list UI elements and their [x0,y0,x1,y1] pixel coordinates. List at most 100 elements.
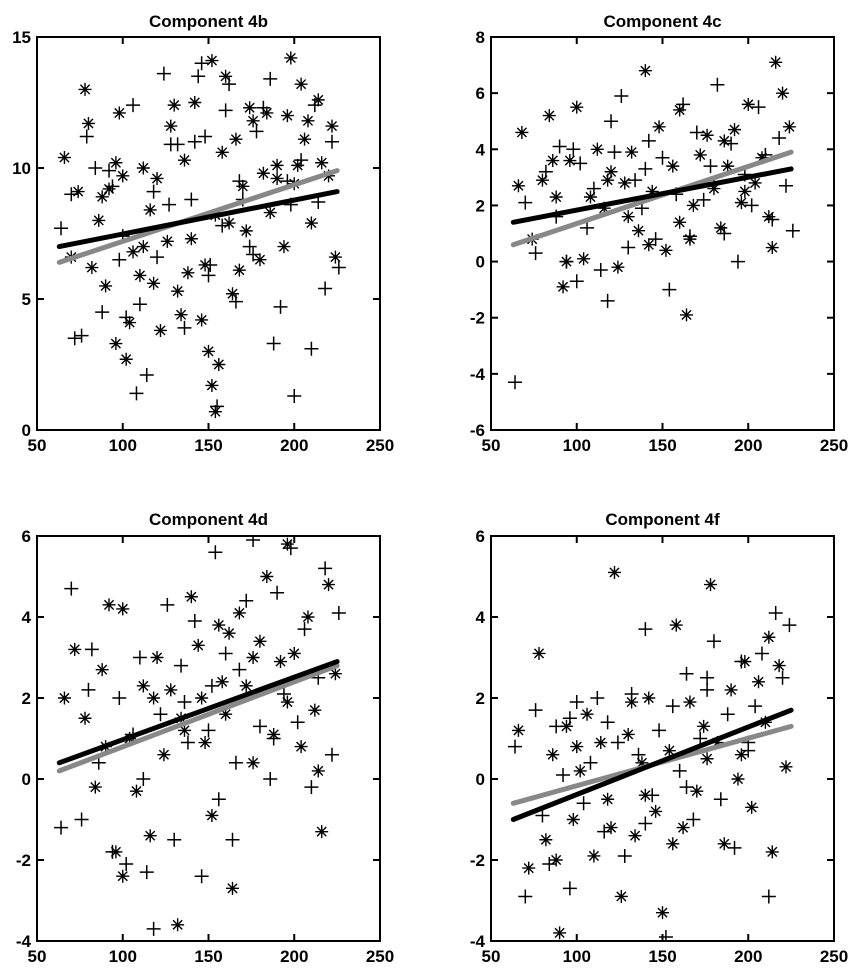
plus-point [211,792,226,807]
plus-point [263,71,278,86]
plus-point [187,134,202,149]
plus-point [263,772,278,786]
plus-point [64,187,79,202]
star-point [202,344,215,358]
star-point [191,638,205,652]
plus-point [119,857,134,872]
plus-point [686,812,701,827]
plus-point [778,178,793,193]
star-point [546,748,560,762]
star-point [686,198,700,212]
panel-title: Component 4b [149,12,268,31]
star-point [147,276,161,290]
plus-point [569,274,584,289]
plus-point [84,642,99,657]
star-point [253,253,267,267]
star-point [136,679,150,693]
star-point [522,861,536,875]
plus-point [679,666,694,681]
star-point [304,216,318,230]
star-point [215,675,229,689]
star-point [184,232,198,246]
plus-point [748,699,763,714]
star-point [311,764,325,778]
x-tick-label: 50 [28,947,47,966]
star-point [580,707,594,721]
star-point [322,578,336,592]
star-point [618,176,632,190]
star-point [553,926,567,940]
star-point [621,727,635,741]
plus-point [210,399,225,414]
star-point [68,642,82,656]
plus-point [569,695,584,710]
star-point [174,308,188,322]
star-point [256,166,270,180]
plus-point [318,561,333,576]
star-point [226,287,240,301]
star-point [143,829,157,843]
star-point [150,171,164,185]
plus-point [720,707,735,722]
plot-area [54,51,346,419]
star-point [549,853,563,867]
star-point [700,752,714,766]
y-tick-label: 4 [476,608,486,627]
plus-point [132,297,147,312]
y-tick-label: 8 [476,28,485,47]
plus-point [785,223,800,238]
x-tick-label: 50 [482,947,501,966]
plus-point [676,97,691,112]
star-point [728,123,742,137]
x-tick-label: 200 [734,436,762,455]
plus-point [112,691,127,705]
plus-point [266,336,281,351]
star-point [673,103,687,117]
plus-point [730,254,745,269]
plus-point [604,114,619,129]
star-point [583,190,597,204]
star-point [546,154,560,168]
plus-point [754,646,769,661]
plus-point [703,159,718,174]
star-point [181,266,195,280]
star-point [700,128,714,142]
panel-1: Component 4b 50 100 150 200 250 0 5 10 15 [12,12,394,455]
star-point [164,683,178,697]
star-point [772,659,786,673]
x-tick-label: 50 [482,436,501,455]
plus-point [112,252,127,267]
plus-point [331,260,346,275]
plus-point [655,150,670,165]
star-point [236,179,250,193]
fit-line-black [510,166,794,225]
star-point [669,618,683,632]
plus-point [648,232,663,247]
plus-point [249,124,264,139]
star-point [532,646,546,660]
star-point [328,667,342,681]
star-point [301,114,315,128]
star-point [246,651,260,664]
plus-point [593,262,608,277]
star-point [587,849,601,863]
plus-point [573,156,588,171]
star-point [577,252,591,266]
star-point [232,606,246,620]
plus-point [580,220,595,235]
star-point [559,719,573,733]
panel-3: Component 4d 50 100 150 200 250 -4 -2 0 2 4 6 [16,510,394,966]
x-tick-label: 100 [109,947,137,966]
y-tick-label: -4 [470,932,486,951]
star-point [539,833,553,847]
plus-point [74,812,89,827]
star-point [769,55,783,69]
plus-point [105,179,120,194]
star-point [755,151,769,165]
star-point [515,125,529,139]
star-point [219,707,233,721]
star-point [628,829,642,843]
plus-point [638,816,653,831]
star-point [662,744,676,758]
